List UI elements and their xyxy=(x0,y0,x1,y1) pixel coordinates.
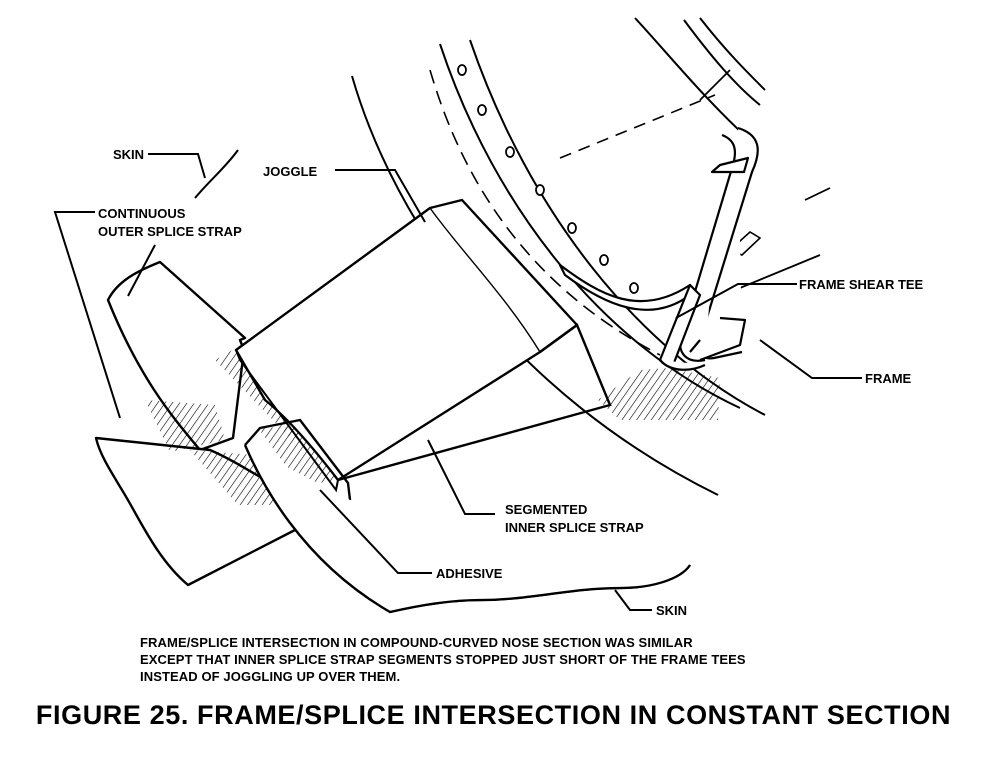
label-segmented-line1: SEGMENTED xyxy=(505,502,587,517)
inner-splice-strap-joggle-step xyxy=(337,323,612,482)
figure-note-line: FRAME/SPLICE INTERSECTION IN COMPOUND-CU… xyxy=(140,635,693,650)
rivet-hole xyxy=(629,282,639,294)
rivet-hole xyxy=(505,146,515,158)
label-frame-shear-tee: FRAME SHEAR TEE xyxy=(799,277,924,292)
figure-note-line: INSTEAD OF JOGGLING UP OVER THEM. xyxy=(140,669,401,684)
rivet-hole xyxy=(477,104,487,116)
frame-shear-tee xyxy=(558,263,747,371)
rivet-hole xyxy=(535,184,545,196)
label-continuous-line1: CONTINUOUS xyxy=(98,206,186,221)
label-adhesive: ADHESIVE xyxy=(436,566,503,581)
rivet-hole xyxy=(457,64,467,76)
label-segmented-line2: INNER SPLICE STRAP xyxy=(505,520,644,535)
top-skin-curve xyxy=(194,149,239,199)
frame-dashed-centerline xyxy=(429,69,661,356)
inner-strap-fold-line xyxy=(429,207,541,353)
rivet-hole xyxy=(567,222,577,234)
figure-note: FRAME/SPLICE INTERSECTION IN COMPOUND-CU… xyxy=(140,634,900,685)
label-skin-bottom: SKIN xyxy=(656,603,687,618)
upper-dashed-line xyxy=(559,94,716,159)
label-skin-top: SKIN xyxy=(113,147,144,162)
label-continuous-line2: OUTER SPLICE STRAP xyxy=(98,224,242,239)
figure-title: FIGURE 25. FRAME/SPLICE INTERSECTION IN … xyxy=(35,700,952,730)
leader-lines xyxy=(53,153,862,611)
figure-note-line: EXCEPT THAT INNER SPLICE STRAP SEGMENTS … xyxy=(140,652,746,667)
diagram-labels: SKIN JOGGLE CONTINUOUS OUTER SPLICE STRA… xyxy=(98,147,924,618)
frame-splice-diagram: SKIN JOGGLE CONTINUOUS OUTER SPLICE STRA… xyxy=(53,17,924,618)
rivet-hole xyxy=(599,254,609,266)
label-joggle: JOGGLE xyxy=(263,164,318,179)
label-frame: FRAME xyxy=(865,371,912,386)
frame-base-hatch xyxy=(598,368,720,420)
lower-skin-sheet-fill xyxy=(245,445,690,612)
rivet-holes xyxy=(457,64,639,294)
